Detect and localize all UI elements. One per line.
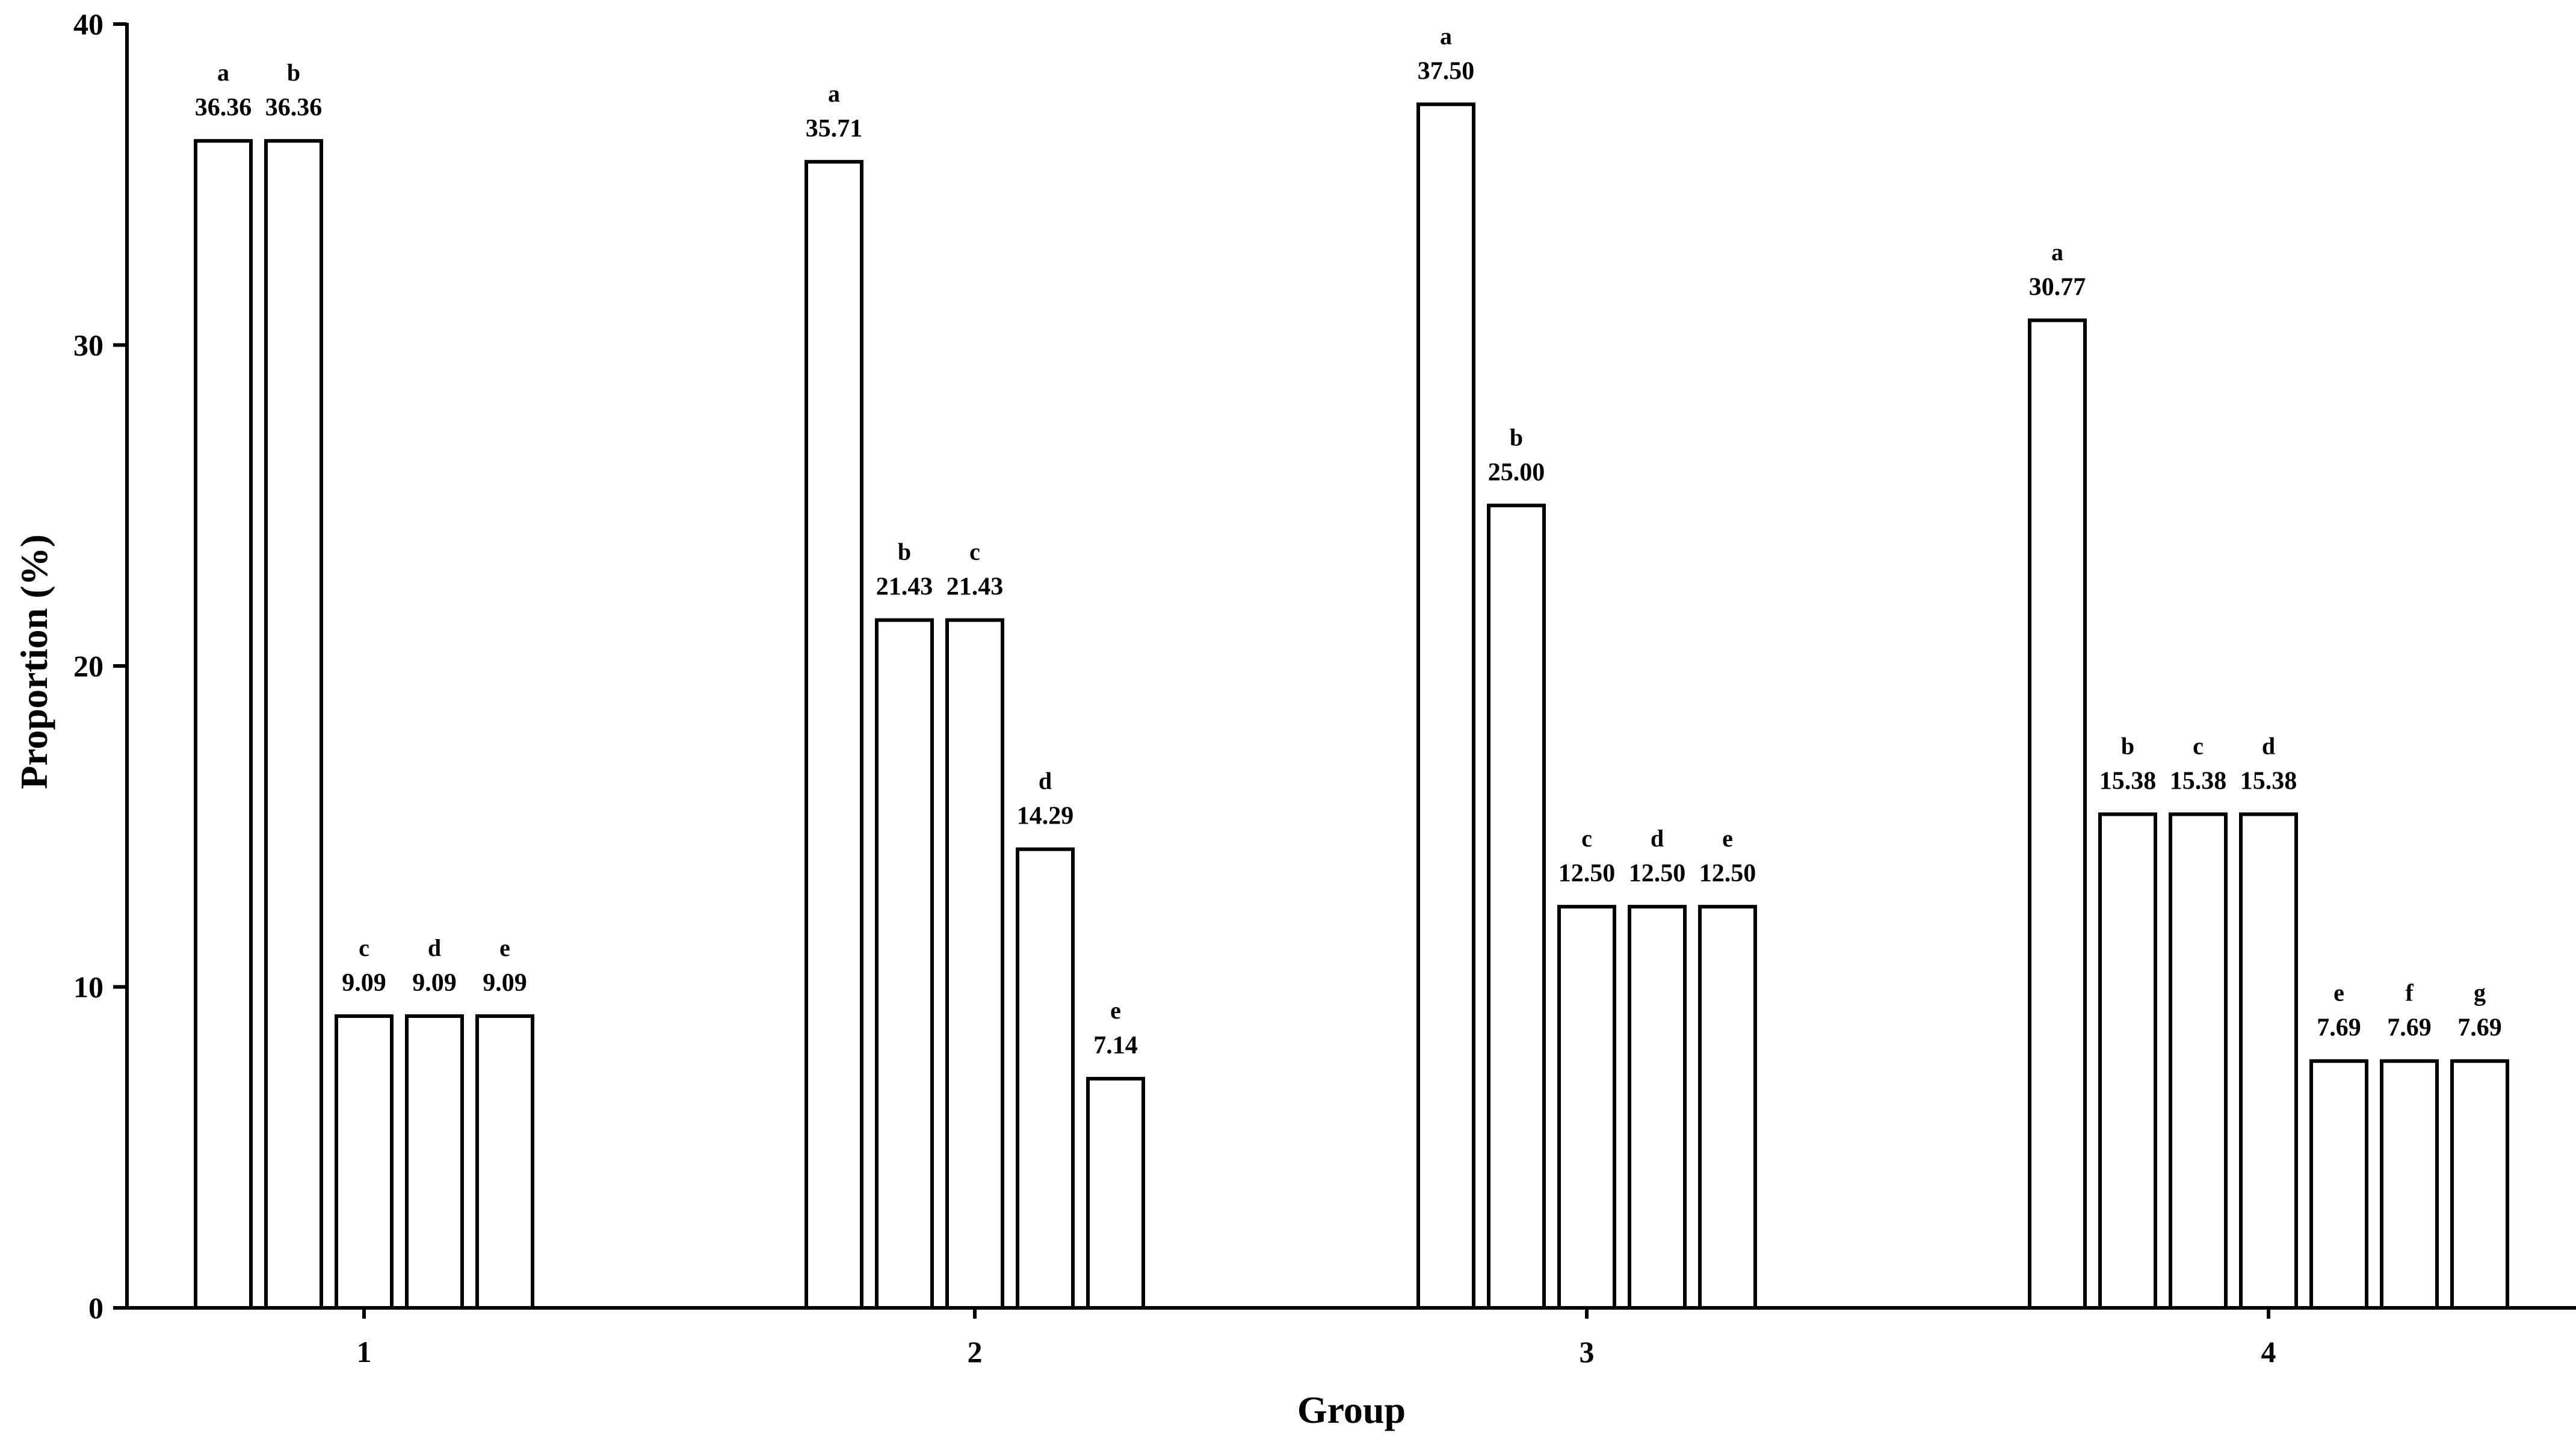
bar-value-label: 12.50 [1558, 860, 1616, 887]
bar-letter-label: f [2405, 979, 2414, 1006]
bar-letter-label: b [1510, 424, 1523, 451]
bar-letter-label: a [217, 59, 229, 86]
bar-group3-c [1557, 905, 1616, 1310]
bar-group4-f [2380, 1059, 2439, 1310]
bar-value-label: 7.69 [2457, 1014, 2502, 1042]
bar-letter-label: e [2334, 979, 2344, 1006]
bar-letter-label: b [898, 538, 911, 565]
bar-value-label: 15.38 [2099, 767, 2157, 795]
x-axis-ticks: 1 2 3 4 [357, 1308, 2276, 1369]
bar-letter-label: d [428, 934, 441, 961]
bar-group2-c [945, 618, 1004, 1310]
bar-value-label: 35.71 [806, 115, 863, 143]
bar-letter-label: g [2474, 979, 2486, 1006]
bar-group1-b [264, 139, 323, 1310]
bar-value-label: 12.50 [1629, 860, 1686, 887]
x-tick-label: 1 [357, 1335, 372, 1369]
bar-value-label: 7.69 [2317, 1014, 2361, 1042]
bar-group1-d [405, 1014, 464, 1310]
bar-group2-e [1086, 1077, 1145, 1310]
bar-group1-c [335, 1014, 394, 1310]
bar-value-label: 14.29 [1017, 803, 1074, 830]
bar-value-label: 9.09 [412, 969, 457, 997]
bar-value-label: 7.69 [2387, 1014, 2432, 1042]
bar-group1-a [194, 139, 253, 1310]
bar-group2-a [805, 159, 863, 1310]
bar-group4-a [2028, 318, 2087, 1310]
bar-letter-label: a [828, 80, 840, 107]
bar-group4-g [2450, 1059, 2509, 1310]
bar-group4-c [2169, 812, 2228, 1310]
y-tick-label: 30 [73, 328, 103, 362]
bar-letter-label: e [1722, 825, 1733, 852]
bar-value-label: 21.43 [947, 573, 1004, 601]
bar-group1-e [475, 1014, 534, 1310]
y-tick-label: 40 [73, 7, 103, 41]
bar-group3-b [1487, 504, 1546, 1310]
bar-value-label: 12.50 [1699, 860, 1756, 887]
bar-letter-label: e [1110, 997, 1121, 1024]
y-tick-label: 20 [73, 649, 103, 683]
bar-letter-label: d [1039, 768, 1052, 795]
bar-group4-d [2239, 812, 2298, 1310]
bar-value-label: 9.09 [342, 969, 386, 997]
bar-value-label: 36.36 [265, 94, 323, 122]
bar-letter-label: c [2193, 732, 2204, 759]
bar-value-label: 30.77 [2029, 273, 2086, 301]
bar-letter-label: d [1651, 825, 1664, 852]
bar-value-label: 25.00 [1488, 458, 1545, 486]
bar-value-label: 21.43 [876, 573, 933, 601]
bar-group3-a [1416, 102, 1475, 1310]
bar-letter-label: d [2262, 732, 2275, 759]
bar-letter-label: b [2121, 732, 2134, 759]
bar-group4-e [2309, 1059, 2368, 1310]
bar-group3-d [1628, 905, 1687, 1310]
bar-labels-layer: a 36.36 b 36.36 c 9.09 d 9.09 e 9.09 a 35.71 b 21.43 c… [195, 22, 2502, 1059]
x-tick-label: 4 [2261, 1335, 2276, 1369]
bar-value-label: 15.38 [2170, 767, 2227, 795]
bar-value-label: 7.14 [1093, 1032, 1138, 1059]
bar-letter-label: a [1440, 22, 1452, 49]
bar-letter-label: c [359, 934, 369, 961]
bar-value-label: 36.36 [195, 94, 252, 122]
bar-value-label: 15.38 [2240, 767, 2297, 795]
bars-layer [194, 102, 2509, 1310]
bar-group4-b [2098, 812, 2157, 1310]
x-tick-label: 2 [968, 1335, 983, 1369]
bar-group2-d [1016, 847, 1075, 1310]
bar-letter-label: e [499, 934, 510, 961]
bar-letter-label: c [969, 538, 980, 565]
bar-group2-b [875, 618, 934, 1310]
bar-value-label: 9.09 [483, 969, 527, 997]
y-tick-label: 10 [73, 970, 103, 1004]
bar-letter-label: a [2051, 238, 2063, 265]
x-axis-title: Group [1297, 1388, 1406, 1431]
x-tick-label: 3 [1580, 1335, 1595, 1369]
y-axis-title: Proportion (%) [13, 534, 55, 789]
y-axis-ticks: 0 10 20 30 40 [73, 7, 127, 1325]
y-tick-label: 0 [88, 1291, 103, 1325]
bar-group3-e [1698, 905, 1757, 1310]
bar-letter-label: c [1581, 825, 1592, 852]
bar-letter-label: b [287, 59, 300, 86]
bar-value-label: 37.50 [1418, 57, 1475, 85]
